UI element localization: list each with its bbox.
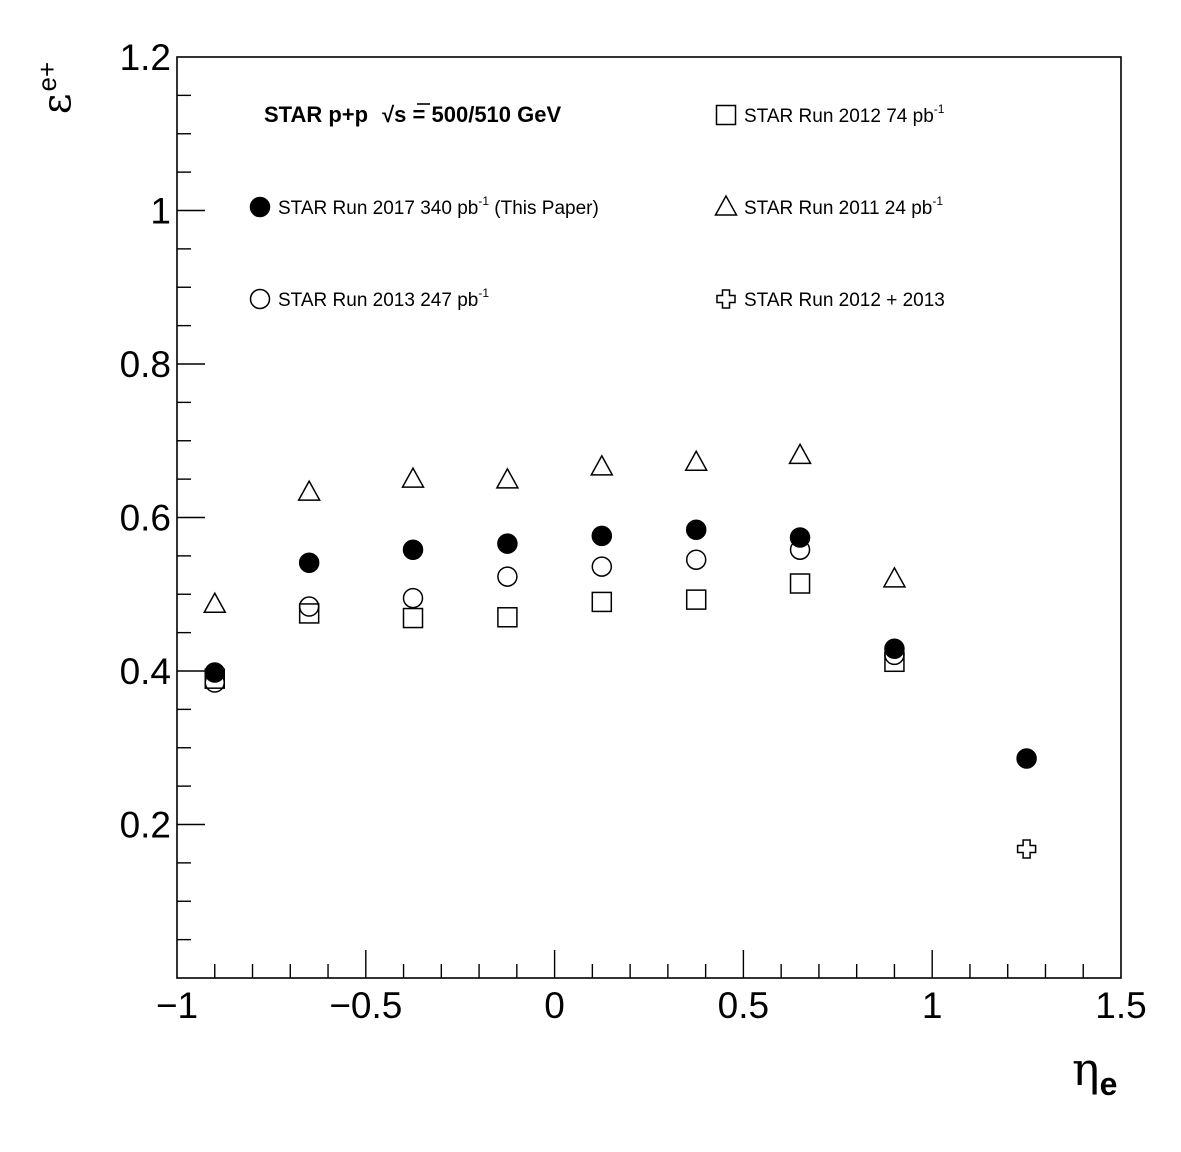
legend-label-sup: -1 [932,194,943,208]
legend-marker-run2011 [714,194,738,216]
y-tick-label: 0.2 [120,805,171,846]
point-run2017 [685,519,707,541]
y-tick-label: 1 [150,191,171,232]
point-run2012 [497,607,518,628]
legend-label-sup: -1 [478,286,489,300]
point-run2013 [591,556,613,577]
legend-marker-run2017 [249,196,271,218]
point-run2017 [884,638,905,659]
point-run2013 [298,596,320,617]
legend-marker-run2013 [249,288,271,310]
point-run2013 [497,566,518,587]
legend-label-main: STAR Run 2017 340 pb [278,198,478,219]
point-run2011 [882,566,907,588]
x-axis-title-sub: e [1100,1066,1118,1102]
legend-label-main: STAR Run 2013 247 pb [278,290,478,311]
x-tick-label: 1 [922,985,943,1026]
series-run2012_2013 [1016,839,1037,859]
point-run2012 [789,573,811,594]
point-run2011 [590,454,614,476]
y-tick-label: 1.2 [120,37,171,78]
header-suffix: = 500/510 GeV [406,102,561,127]
point-run2011 [788,442,812,465]
point-run2012 [591,591,613,613]
point-run2013 [789,539,811,560]
legend-entry-run2013: STAR Run 2013 247 pb-1 [249,286,489,311]
point-run2012 [402,607,424,629]
x-tick-label: −1 [156,985,198,1026]
legend-marker-run2012_2013 [716,289,736,309]
legend-label-main: STAR Run 2011 24 pb [744,198,932,219]
legend-entry-run2012_2013: STAR Run 2012 + 2013 [716,289,945,311]
legend-label-sup: -1 [934,102,945,116]
legend-label-run2011: STAR Run 2011 24 pb-1 [744,194,943,219]
point-run2017 [497,533,518,554]
legend-label-run2012: STAR Run 2012 74 pb-1 [744,102,945,127]
legend-label-run2012_2013: STAR Run 2012 + 2013 [744,290,945,311]
point-run2013 [884,644,905,666]
y-tick-label: 0.6 [120,498,171,539]
tick-labels: −1 −0.5 0 0.5 1 1.5 0.2 0.4 0.6 0.8 1 1.2 [120,37,1147,1026]
x-tick-label: −0.5 [329,985,402,1026]
legend-entry-run2017: STAR Run 2017 340 pb-1 (This Paper) [249,194,599,219]
legend-label-run2013: STAR Run 2013 247 pb-1 [278,286,489,311]
x-axis-title: ηe [1072,1042,1117,1102]
x-tick-label: 0 [544,985,565,1026]
legend-label-suffix: (This Paper) [489,198,599,219]
series-run2013 [204,539,905,693]
point-run2012 [884,651,905,673]
point-run2011 [202,591,227,613]
legend-entry-run2012: STAR Run 2012 74 pb-1 [715,102,945,127]
y-tick-label: 0.4 [120,651,171,692]
axis-ticks [177,94,1084,978]
x-tick-label: 1.5 [1095,985,1146,1026]
header-s-var: s [394,102,406,127]
point-run2011 [684,449,708,471]
x-axis-title-main: η [1072,1042,1100,1096]
point-run2013 [402,587,424,609]
y-tick-label: 0.8 [120,344,171,385]
point-run2012 [298,603,320,624]
legend-entry-run2011: STAR Run 2011 24 pb-1 [714,194,943,219]
series-run2011 [202,442,907,613]
legend-label-run2017: STAR Run 2017 340 pb-1 (This Paper) [278,194,599,219]
data-points [202,442,1037,859]
legend-marker-run2012 [715,104,737,126]
legend-label-sup: -1 [478,194,489,208]
x-tick-label: 0.5 [718,985,769,1026]
point-run2017 [789,527,811,548]
legend-label-main: STAR Run 2012 + 2013 [744,290,945,311]
header-prefix: STAR p+p [264,102,368,127]
plot-frame [176,56,1122,979]
y-axis-title-main: ε [34,93,80,114]
point-run2012_2013 [1016,839,1037,859]
header-sqrt-symbol: √ [382,102,395,127]
y-axis-title-sup: e+ [32,62,62,92]
point-run2011 [401,466,425,488]
y-axis-title: εe+ [32,62,80,114]
point-run2013 [204,672,226,693]
point-run2011 [297,479,321,501]
point-run2013 [685,549,707,570]
chart-header: STAR p+p √s = 500/510 GeV [264,102,561,127]
point-run2017 [402,539,424,560]
point-run2017 [591,525,613,547]
point-run2012 [685,589,707,610]
point-run2017 [1016,748,1037,769]
point-run2011 [495,467,520,489]
legend-label-main: STAR Run 2012 74 pb [744,106,934,127]
point-run2017 [298,552,320,574]
